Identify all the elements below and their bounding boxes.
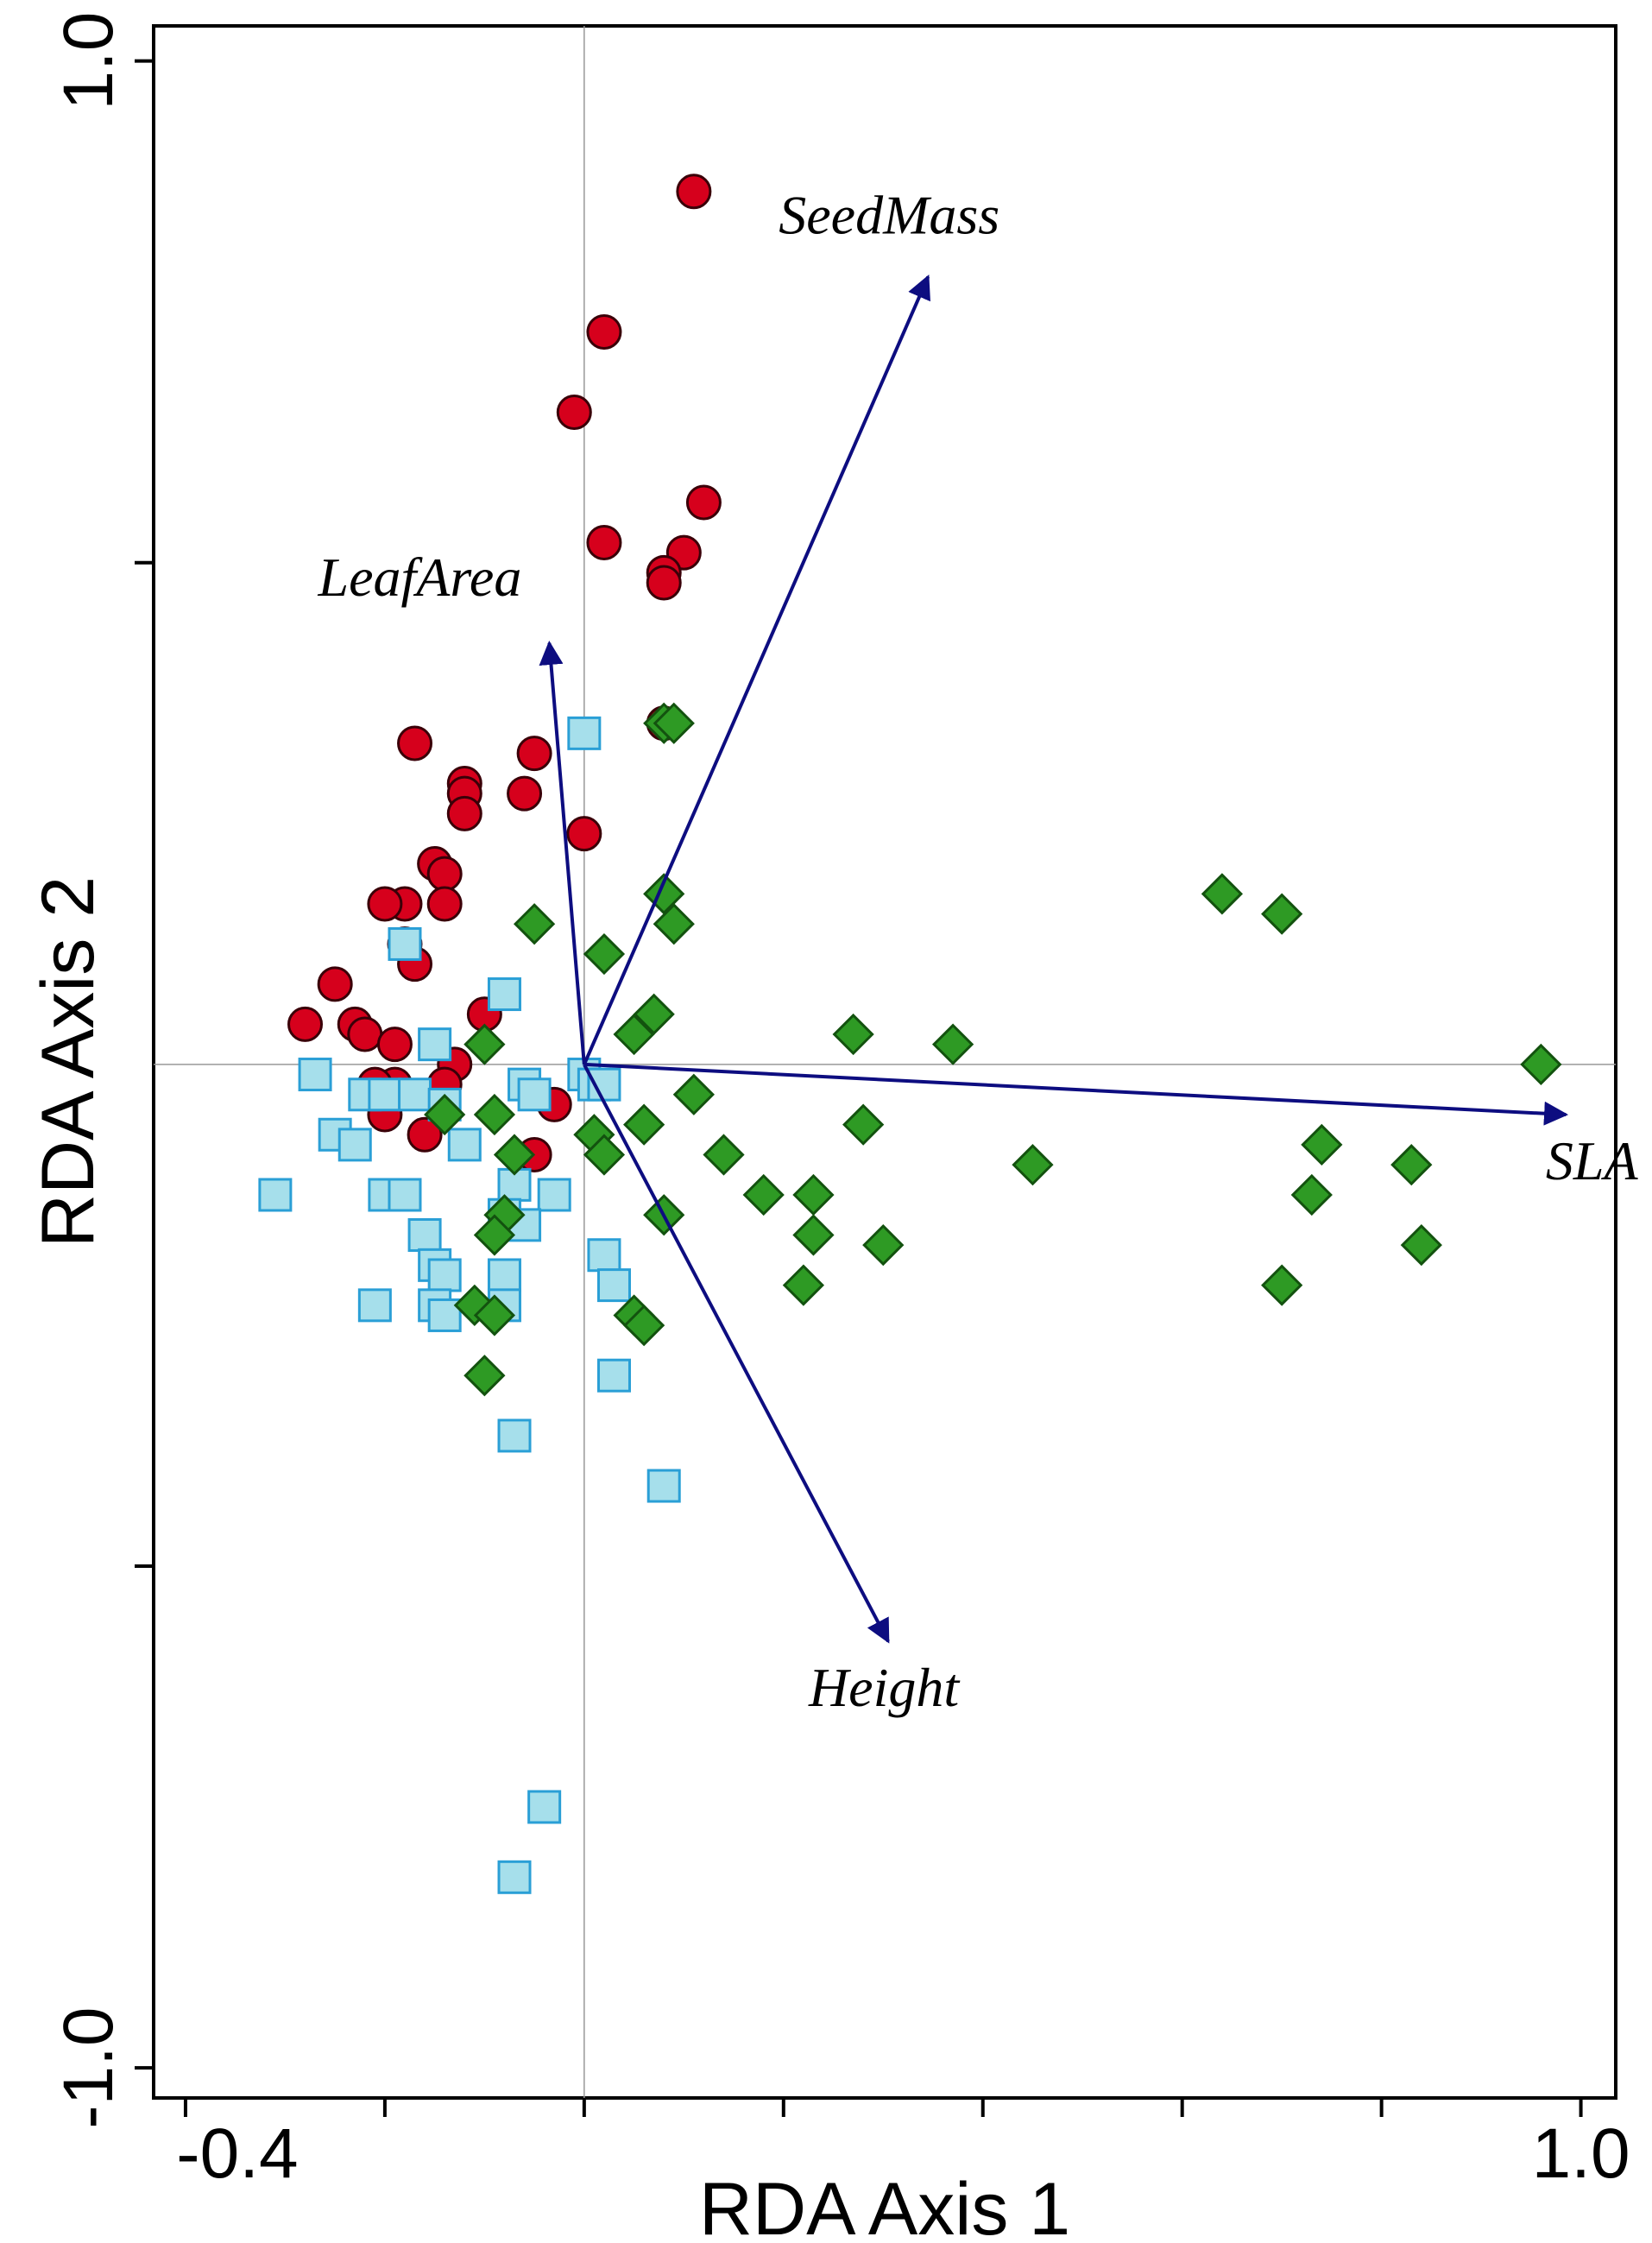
point-square (368, 1077, 402, 1112)
vector-arrow-height (583, 1063, 890, 1644)
point-square (357, 1288, 392, 1323)
point-circle (446, 795, 482, 831)
vector-label-sla: SLA (1546, 1130, 1639, 1191)
point-circle (556, 394, 592, 430)
point-diamond (1261, 893, 1303, 935)
vector-label-leafarea: LeafArea (318, 547, 522, 608)
point-diamond (1301, 1123, 1343, 1166)
point-diamond (513, 903, 556, 945)
point-circle (646, 565, 682, 601)
point-diamond (862, 1223, 905, 1267)
point-circle (407, 1116, 443, 1153)
point-diamond (633, 993, 675, 1035)
y-tick-label-min: -1.0 (49, 2006, 128, 2128)
point-circle (685, 484, 722, 521)
point-diamond (1400, 1223, 1442, 1267)
point-diamond (623, 1103, 665, 1146)
point-circle (586, 525, 622, 561)
point-diamond (1261, 1264, 1303, 1306)
point-square (427, 1258, 462, 1292)
point-square (388, 926, 422, 961)
point-diamond (424, 1093, 466, 1136)
point-square (398, 1077, 432, 1112)
vector-arrow-leafarea (539, 640, 586, 1065)
point-square (537, 1178, 571, 1212)
point-diamond (703, 1134, 745, 1176)
y-axis-title: RDA Axis 2 (27, 876, 110, 1248)
point-circle (586, 313, 622, 350)
point-square (447, 1128, 482, 1162)
y-tick-label-max: 1.0 (49, 12, 128, 111)
point-square (596, 1358, 631, 1393)
point-circle (507, 775, 543, 812)
vector-label-seedmass: SeedMass (779, 185, 999, 246)
point-diamond (1012, 1144, 1054, 1186)
point-diamond (1390, 1144, 1433, 1186)
point-circle (367, 886, 403, 922)
x-axis-title: RDA Axis 1 (699, 2168, 1070, 2243)
point-circle (376, 1027, 413, 1063)
point-diamond (792, 1214, 835, 1256)
point-diamond (792, 1173, 835, 1216)
point-diamond (463, 1355, 506, 1397)
point-diamond (832, 1013, 874, 1056)
x-tick-label-max: 1.0 (1532, 2114, 1630, 2193)
point-square (337, 1128, 372, 1162)
point-diamond (672, 1073, 715, 1115)
point-circle (516, 736, 552, 772)
point-circle (426, 856, 463, 892)
point-diamond (623, 1304, 665, 1347)
point-square (418, 1027, 452, 1062)
point-square (407, 1217, 442, 1252)
point-diamond (493, 1134, 536, 1176)
point-square (596, 1268, 631, 1303)
point-diamond (931, 1023, 974, 1065)
point-diamond (842, 1103, 885, 1146)
point-diamond (613, 1013, 655, 1056)
point-square (587, 1238, 621, 1273)
point-diamond (1201, 873, 1243, 915)
point-square (567, 716, 602, 750)
point-square (487, 1258, 521, 1292)
point-circle (426, 886, 463, 922)
point-diamond (653, 903, 695, 945)
x-tick-label-min: -0.4 (176, 2114, 298, 2193)
axis-ticks (135, 59, 1583, 2117)
point-circle (317, 966, 353, 1002)
point-diamond (473, 1294, 516, 1336)
point-diamond (583, 1134, 626, 1176)
point-square (298, 1058, 332, 1092)
point-square (497, 1860, 532, 1894)
point-diamond (463, 1023, 506, 1065)
point-circle (676, 174, 712, 210)
point-diamond (742, 1173, 785, 1216)
point-diamond (473, 1093, 516, 1136)
point-diamond (1290, 1173, 1333, 1216)
point-square (258, 1178, 293, 1212)
point-square (388, 1178, 422, 1212)
point-diamond (583, 932, 626, 976)
vector-arrow-sla (583, 1062, 1569, 1126)
point-diamond (653, 702, 695, 744)
plot-frame (152, 24, 1617, 2100)
point-circle (347, 1016, 383, 1052)
point-diamond (1520, 1043, 1562, 1086)
point-square (646, 1469, 681, 1503)
point-circle (566, 816, 602, 852)
point-square (517, 1077, 552, 1112)
point-diamond (473, 1214, 516, 1256)
point-circle (287, 1006, 324, 1042)
point-circle (397, 725, 433, 761)
point-square (497, 1418, 532, 1453)
point-square (527, 1790, 562, 1824)
point-square (487, 977, 521, 1012)
point-diamond (782, 1264, 825, 1306)
vector-arrow-seedmass (583, 274, 930, 1065)
vector-label-height: Height (808, 1657, 961, 1718)
trait-vectors (539, 274, 1569, 1644)
